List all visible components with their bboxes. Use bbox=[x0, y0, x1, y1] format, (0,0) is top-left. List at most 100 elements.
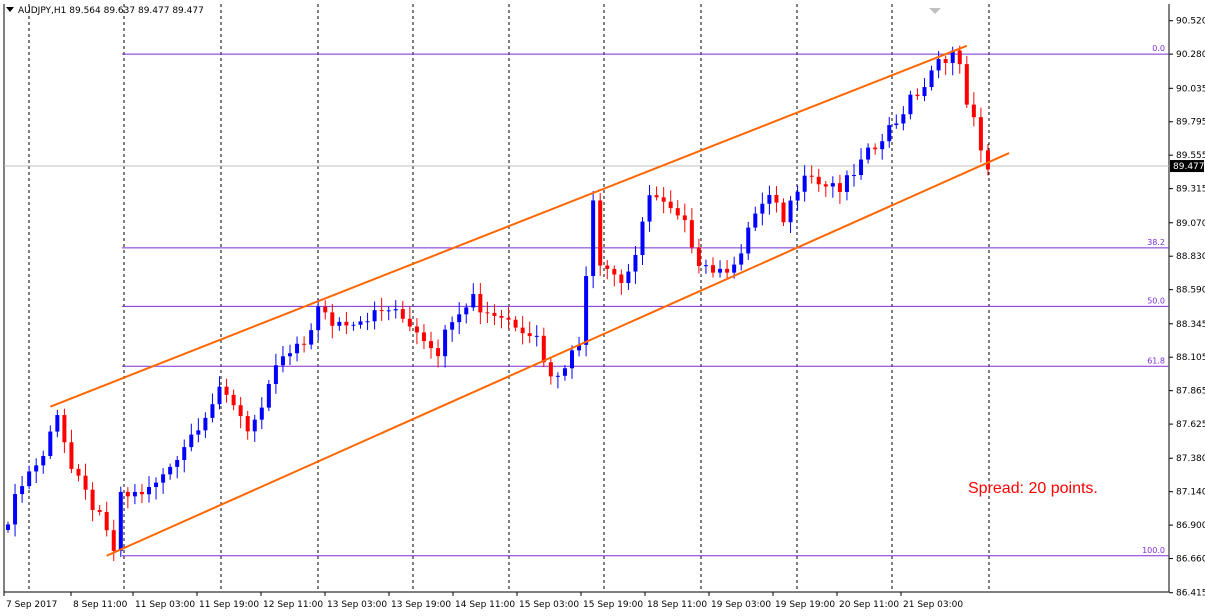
candle-body bbox=[175, 460, 180, 467]
candle-body bbox=[62, 415, 67, 443]
candle-body bbox=[337, 321, 342, 326]
candle-body bbox=[245, 416, 250, 432]
candle-body bbox=[647, 195, 652, 222]
candle-body bbox=[957, 50, 962, 65]
symbol-header: AUDJPY,H1 89.564 89.637 89.477 89.477 bbox=[6, 6, 204, 16]
candle-body bbox=[703, 265, 708, 267]
candle-body bbox=[802, 175, 807, 192]
candle-body bbox=[908, 94, 913, 115]
candle-body bbox=[48, 431, 53, 457]
price-tick-label: 86.660 bbox=[1176, 555, 1205, 565]
candle-body bbox=[34, 465, 39, 472]
candle-body bbox=[809, 175, 814, 177]
candle-body bbox=[55, 415, 60, 432]
time-tick-label: 7 Sep 2017 bbox=[6, 600, 57, 610]
candle-body bbox=[379, 310, 384, 312]
candle-body bbox=[189, 434, 194, 448]
candle-body bbox=[978, 117, 983, 151]
fib-level-label: 61.8 bbox=[1147, 356, 1165, 365]
candle-body bbox=[859, 159, 864, 176]
time-tick-label: 12 Sep 11:00 bbox=[263, 600, 323, 610]
candle-body bbox=[788, 200, 793, 223]
fib-level-label: 0.0 bbox=[1152, 44, 1165, 53]
time-tick-label: 19 Sep 03:00 bbox=[711, 600, 771, 610]
candle-body bbox=[90, 489, 95, 510]
candle-body bbox=[985, 150, 990, 170]
candle-body bbox=[901, 114, 906, 124]
candle-body bbox=[577, 344, 582, 351]
candle-body bbox=[943, 59, 948, 63]
candle-body bbox=[41, 456, 46, 466]
candle-body bbox=[351, 324, 356, 326]
candle-body bbox=[217, 386, 222, 405]
candle-body bbox=[711, 265, 715, 273]
time-tick-label: 21 Sep 03:00 bbox=[903, 600, 963, 610]
candle-body bbox=[132, 491, 137, 497]
candle-body bbox=[696, 247, 701, 266]
candle-body bbox=[429, 341, 433, 349]
candle-body bbox=[605, 265, 610, 269]
price-tick-label: 90.035 bbox=[1176, 84, 1205, 94]
candle-body bbox=[506, 317, 511, 320]
chart-shift-icon[interactable] bbox=[929, 8, 941, 14]
candle-body bbox=[266, 383, 271, 408]
candle-body bbox=[436, 348, 441, 357]
time-tick-label: 13 Sep 19:00 bbox=[391, 600, 451, 610]
candle-body bbox=[527, 333, 532, 337]
price-tick-label: 87.380 bbox=[1176, 454, 1205, 464]
candle-body bbox=[478, 293, 483, 313]
candle-body bbox=[936, 59, 941, 71]
candle-body bbox=[386, 310, 391, 312]
candle-body bbox=[774, 194, 779, 203]
candle-body bbox=[309, 330, 314, 345]
candle-body bbox=[111, 530, 116, 551]
candle-body bbox=[125, 491, 130, 497]
candle-body bbox=[725, 268, 730, 273]
candle-body bbox=[760, 203, 765, 214]
candle-body bbox=[161, 474, 166, 483]
candle-body bbox=[168, 466, 173, 475]
candle-body bbox=[950, 50, 955, 63]
candle-body bbox=[844, 175, 849, 192]
candle-body bbox=[887, 125, 892, 142]
candle-body bbox=[259, 407, 264, 420]
candle-body bbox=[746, 227, 751, 254]
price-tick-label: 89.315 bbox=[1176, 185, 1205, 195]
price-tick-label: 88.590 bbox=[1176, 286, 1205, 296]
candles-group bbox=[6, 45, 990, 562]
time-tick-label: 18 Sep 11:00 bbox=[647, 600, 707, 610]
candle-body bbox=[915, 94, 920, 97]
candle-body bbox=[971, 104, 976, 118]
candle-body bbox=[450, 322, 455, 330]
candle-body bbox=[555, 375, 560, 377]
time-tick-label: 11 Sep 03:00 bbox=[135, 600, 195, 610]
candle-body bbox=[443, 329, 448, 357]
candle-body bbox=[619, 274, 624, 284]
candle-body bbox=[675, 208, 680, 216]
price-tick-label: 89.795 bbox=[1176, 118, 1205, 128]
candle-body bbox=[852, 175, 856, 177]
time-tick-label: 15 Sep 03:00 bbox=[519, 600, 579, 610]
candle-body bbox=[231, 394, 236, 406]
current-price-label: 89.477 bbox=[1173, 162, 1205, 172]
candle-body bbox=[358, 321, 363, 325]
candle-body bbox=[732, 264, 737, 273]
candle-body bbox=[929, 70, 934, 88]
dropdown-icon[interactable] bbox=[6, 7, 14, 12]
candle-body bbox=[499, 315, 504, 318]
candle-body bbox=[612, 268, 617, 275]
candle-body bbox=[139, 491, 144, 495]
price-tick-label: 89.555 bbox=[1176, 151, 1205, 161]
time-tick-label: 19 Sep 19:00 bbox=[775, 600, 835, 610]
candle-body bbox=[238, 405, 243, 417]
candle-body bbox=[83, 475, 88, 490]
time-tick-label: 15 Sep 19:00 bbox=[583, 600, 643, 610]
symbol-info: AUDJPY,H1 89.564 89.637 89.477 89.477 bbox=[18, 6, 204, 16]
candle-body bbox=[830, 183, 835, 187]
candle-body bbox=[365, 321, 370, 323]
candle-body bbox=[640, 221, 645, 256]
candle-body bbox=[964, 64, 969, 105]
candle-body bbox=[520, 327, 525, 334]
